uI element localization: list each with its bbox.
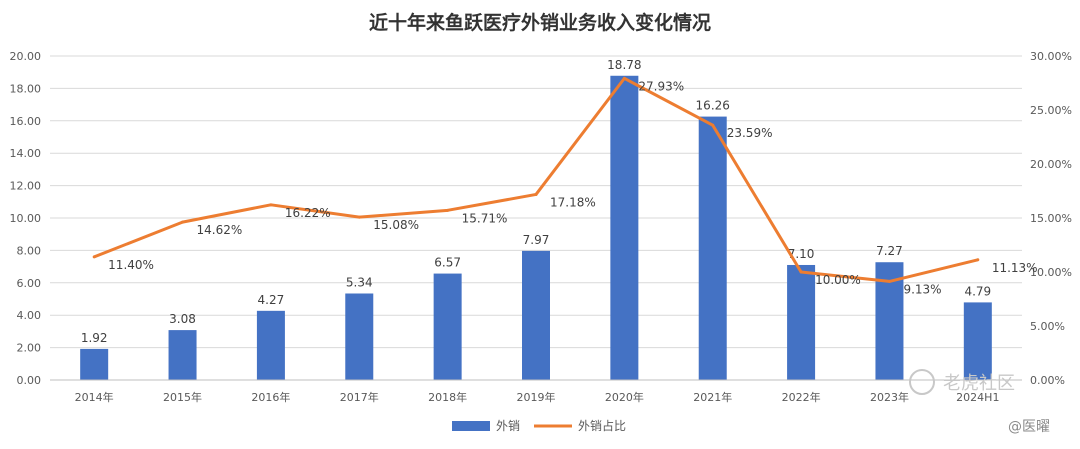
x-axis: 2014年 2015年 2016年 2017年 2018年 2019年 2020年 2021年… — [50, 379, 1022, 404]
bar — [80, 348, 109, 380]
right-axis: 0.00% 5.00% 10.00% 15.00% 20.00% 25.00% 30.00% — [1030, 50, 1072, 387]
left-tick-label: 2.00 — [17, 342, 42, 355]
bar-data-label: 7.97 — [523, 233, 550, 247]
bar-series: 1.92 3.08 4.27 5.34 6.57 7.97 18.78 16.26 7.10 7.… — [80, 58, 992, 380]
watermark-author: @医曜 — [1008, 419, 1050, 435]
right-tick-label: 10.00% — [1030, 266, 1072, 279]
line-data-label: 11.13% — [992, 261, 1038, 275]
x-tick-label: 2018年 — [428, 390, 467, 404]
line-point — [976, 258, 980, 262]
left-tick-label: 20.00 — [10, 50, 42, 63]
right-tick-label: 30.00% — [1030, 50, 1072, 63]
chart-title: 近十年来鱼跃医疗外销业务收入变化情况 — [369, 11, 711, 34]
legend-label-line: 外销占比 — [578, 418, 626, 433]
line-data-label: 14.62% — [197, 223, 243, 237]
right-tick-label: 5.00% — [1030, 320, 1065, 333]
line-point — [446, 208, 450, 212]
bar — [256, 310, 285, 380]
x-tick-label: 2024H1 — [956, 391, 999, 404]
right-tick-label: 15.00% — [1030, 212, 1072, 225]
bar-data-label: 4.79 — [964, 284, 991, 298]
x-tick-label: 2014年 — [75, 390, 114, 404]
line-point — [887, 279, 891, 283]
x-tick-label: 2019年 — [517, 390, 556, 404]
line-point — [181, 220, 185, 224]
line-data-label: 16.22% — [285, 206, 331, 220]
line-data-label: 9.13% — [903, 282, 941, 296]
line-point — [92, 255, 96, 259]
gridlines — [50, 55, 1022, 349]
left-tick-label: 14.00 — [10, 147, 42, 160]
bar — [345, 293, 374, 380]
x-tick-label: 2016年 — [251, 390, 290, 404]
bar — [433, 273, 462, 380]
left-tick-label: 0.00 — [17, 374, 42, 387]
line-data-label: 17.18% — [550, 195, 596, 209]
line-point — [534, 192, 538, 196]
x-tick-label: 2022年 — [782, 390, 821, 404]
line-point — [799, 270, 803, 274]
left-tick-label: 4.00 — [17, 309, 42, 322]
left-tick-label: 18.00 — [10, 82, 42, 95]
line-series: 11.40% 14.62% 16.22% 15.08% 15.71% 17.18% 27.9… — [92, 76, 1038, 296]
bar-data-label: 6.57 — [434, 256, 461, 270]
bar — [963, 302, 992, 380]
left-tick-label: 16.00 — [10, 115, 42, 128]
watermark-logo-icon — [909, 369, 935, 395]
line-data-label: 15.71% — [462, 211, 508, 225]
x-tick-label: 2021年 — [693, 390, 732, 404]
legend-swatch-bar — [452, 421, 490, 431]
bar-data-label: 4.27 — [258, 293, 285, 307]
line-data-label: 23.59% — [727, 126, 773, 140]
x-tick-label: 2023年 — [870, 390, 909, 404]
bar-data-label: 1.92 — [81, 331, 108, 345]
bar — [610, 75, 639, 380]
bar — [168, 330, 197, 380]
x-tick-label: 2015年 — [163, 390, 202, 404]
bar-data-label: 16.26 — [696, 99, 730, 113]
left-tick-label: 6.00 — [17, 277, 42, 290]
legend: 外销 外销占比 — [452, 418, 626, 433]
line-point — [357, 215, 361, 219]
bar-data-label: 7.10 — [788, 247, 815, 261]
line-data-label: 27.93% — [638, 79, 684, 93]
bar — [522, 250, 550, 380]
line-point — [622, 76, 626, 80]
right-tick-label: 25.00% — [1030, 104, 1072, 117]
line-data-label: 10.00% — [815, 273, 861, 287]
bar — [787, 264, 816, 380]
bar-data-label: 18.78 — [607, 58, 641, 72]
x-tick-label: 2020年 — [605, 390, 644, 404]
legend-label-bar: 外销 — [496, 419, 520, 433]
x-tick-label: 2017年 — [340, 390, 379, 404]
line-point — [269, 203, 273, 207]
bar-data-label: 5.34 — [346, 275, 373, 289]
line-data-label: 15.08% — [373, 218, 419, 232]
left-tick-label: 12.00 — [10, 180, 42, 193]
watermark-text: 老虎社区 — [943, 373, 1015, 394]
watermark: 老虎社区 @医曜 — [909, 369, 1050, 435]
bar — [698, 116, 727, 380]
bar-data-label: 3.08 — [169, 312, 196, 326]
left-axis: 0.00 2.00 4.00 6.00 8.00 10.00 12.00 14.00 16.00… — [10, 50, 42, 387]
line-point — [711, 123, 715, 127]
line-data-label: 11.40% — [108, 258, 154, 272]
right-tick-label: 20.00% — [1030, 158, 1072, 171]
left-tick-label: 8.00 — [17, 244, 42, 257]
bar-data-label: 7.27 — [876, 244, 903, 258]
right-tick-label: 0.00% — [1030, 374, 1065, 387]
left-tick-label: 10.00 — [10, 212, 42, 225]
